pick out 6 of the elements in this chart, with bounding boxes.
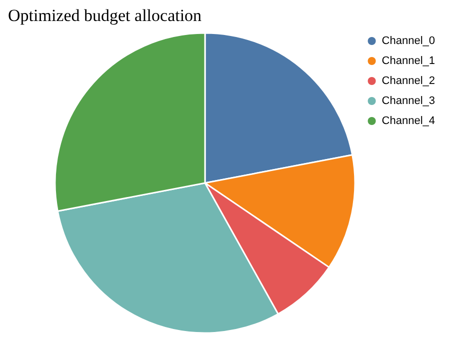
legend-label: Channel_0 [382,35,436,47]
legend-label: Channel_4 [382,115,436,127]
chart-title: Optimized budget allocation [8,6,202,25]
legend-label: Channel_3 [382,95,436,107]
legend-label: Channel_1 [382,55,436,67]
legend-label: Channel_2 [382,75,436,87]
